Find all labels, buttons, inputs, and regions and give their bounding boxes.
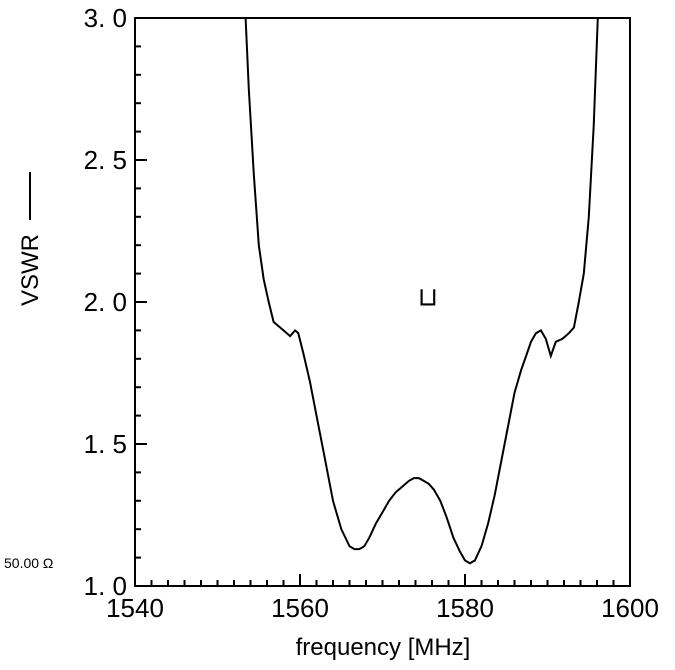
y-axis-title-group: VSWR: [17, 172, 44, 306]
x-tick-label: 1580: [436, 593, 494, 623]
marker-symbol: ⊔: [418, 281, 438, 311]
x-tick-label: 1560: [271, 593, 329, 623]
y-tick-label: 1. 5: [84, 429, 127, 459]
x-tick-label: 1600: [601, 593, 659, 623]
x-tick-label: 1540: [106, 593, 164, 623]
plot-frame: [134, 17, 631, 587]
reference-impedance-label: 50.00 Ω: [4, 555, 53, 571]
vswr-curve: [244, 17, 599, 565]
y-axis-title: VSWR: [17, 234, 44, 306]
x-axis-ticks: 1540 1560 1580 1600: [106, 574, 659, 623]
x-axis-title: frequency [MHz]: [296, 634, 471, 661]
y-tick-label: 3. 0: [84, 3, 127, 33]
y-tick-label: 2. 5: [84, 145, 127, 175]
y-axis-ticks: 1. 0 1. 5 2. 0 2. 5 3. 0: [84, 3, 147, 601]
x-minor-ticks: [134, 580, 631, 586]
y-tick-label: 1. 0: [84, 571, 127, 601]
y-tick-label: 2. 0: [84, 287, 127, 317]
